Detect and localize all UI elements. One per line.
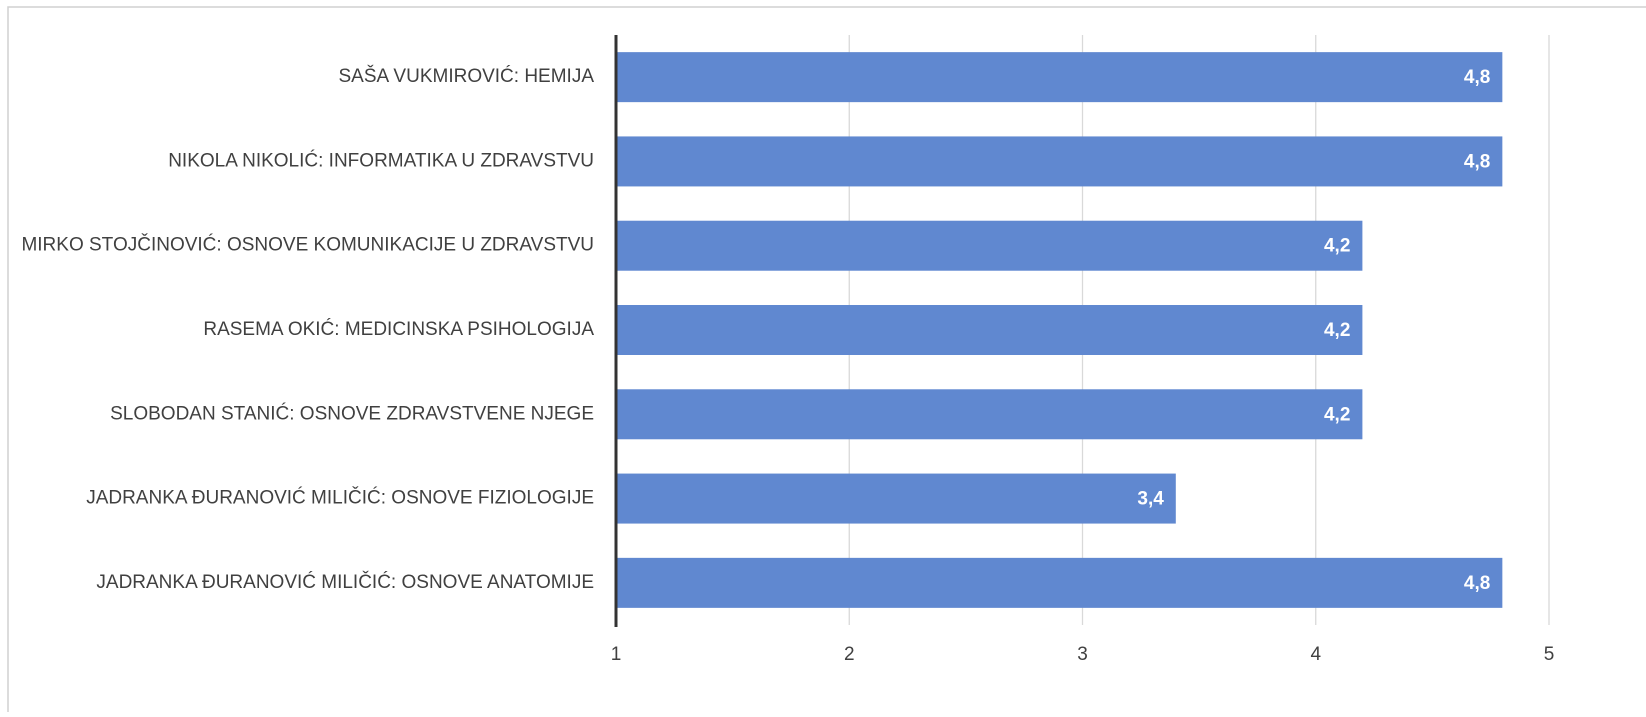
y-tick-label: JADRANKA ĐURANOVIĆ MILIČIĆ: OSNOVE ANATO…	[96, 571, 594, 593]
data-label: 4,2	[1324, 236, 1350, 257]
data-label: 4,2	[1324, 320, 1350, 341]
data-label: 3,4	[1137, 489, 1164, 510]
bar	[616, 136, 1503, 187]
bar	[616, 557, 1503, 608]
data-label: 4,2	[1324, 404, 1350, 425]
data-label: 4,8	[1464, 67, 1490, 88]
bar	[616, 52, 1503, 103]
x-tick-label: 3	[1077, 644, 1088, 665]
bar	[616, 389, 1363, 440]
x-tick-label: 1	[611, 644, 622, 665]
y-tick-label: RASEMA OKIĆ: MEDICINSKA PSIHOLOGIJA	[203, 318, 594, 340]
y-tick-label: NIKOLA NIKOLIĆ: INFORMATIKA U ZDRAVSTVU	[168, 149, 594, 171]
bar	[616, 473, 1176, 524]
x-tick-label: 4	[1310, 644, 1321, 665]
data-label: 4,8	[1464, 151, 1490, 172]
x-tick-label: 5	[1544, 644, 1555, 665]
y-tick-label: JADRANKA ĐURANOVIĆ MILIČIĆ: OSNOVE FIZIO…	[86, 487, 594, 509]
x-tick-label: 2	[844, 644, 855, 665]
bar	[616, 220, 1363, 271]
y-tick-label: SAŠA VUKMIROVIĆ: HEMIJA	[339, 65, 595, 87]
y-tick-label: MIRKO STOJČINOVIĆ: OSNOVE KOMUNIKACIJE U…	[21, 234, 594, 256]
bar	[616, 305, 1363, 355]
y-tick-label: SLOBODAN STANIĆ: OSNOVE ZDRAVSTVENE NJEG…	[110, 402, 594, 424]
data-label: 4,8	[1464, 573, 1490, 594]
